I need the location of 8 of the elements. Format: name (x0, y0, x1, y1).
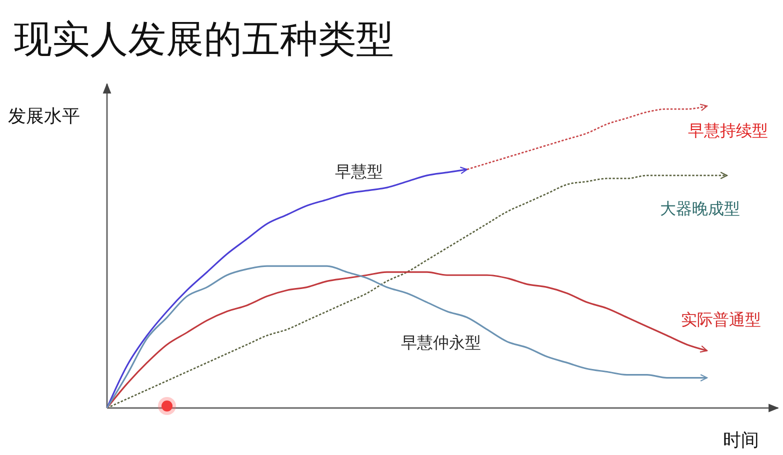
y-axis-title: 发展水平 (8, 106, 80, 127)
series-label: 早慧持续型 (688, 121, 768, 140)
series-label: 实际普通型 (681, 310, 761, 329)
series-label: 早慧型 (335, 162, 383, 181)
series-label: 大器晚成型 (660, 199, 740, 218)
x-axis-title: 时间 (723, 430, 759, 451)
chart-title: 现实人发展的五种类型 (14, 17, 394, 61)
series-label: 早慧仲永型 (401, 333, 481, 352)
